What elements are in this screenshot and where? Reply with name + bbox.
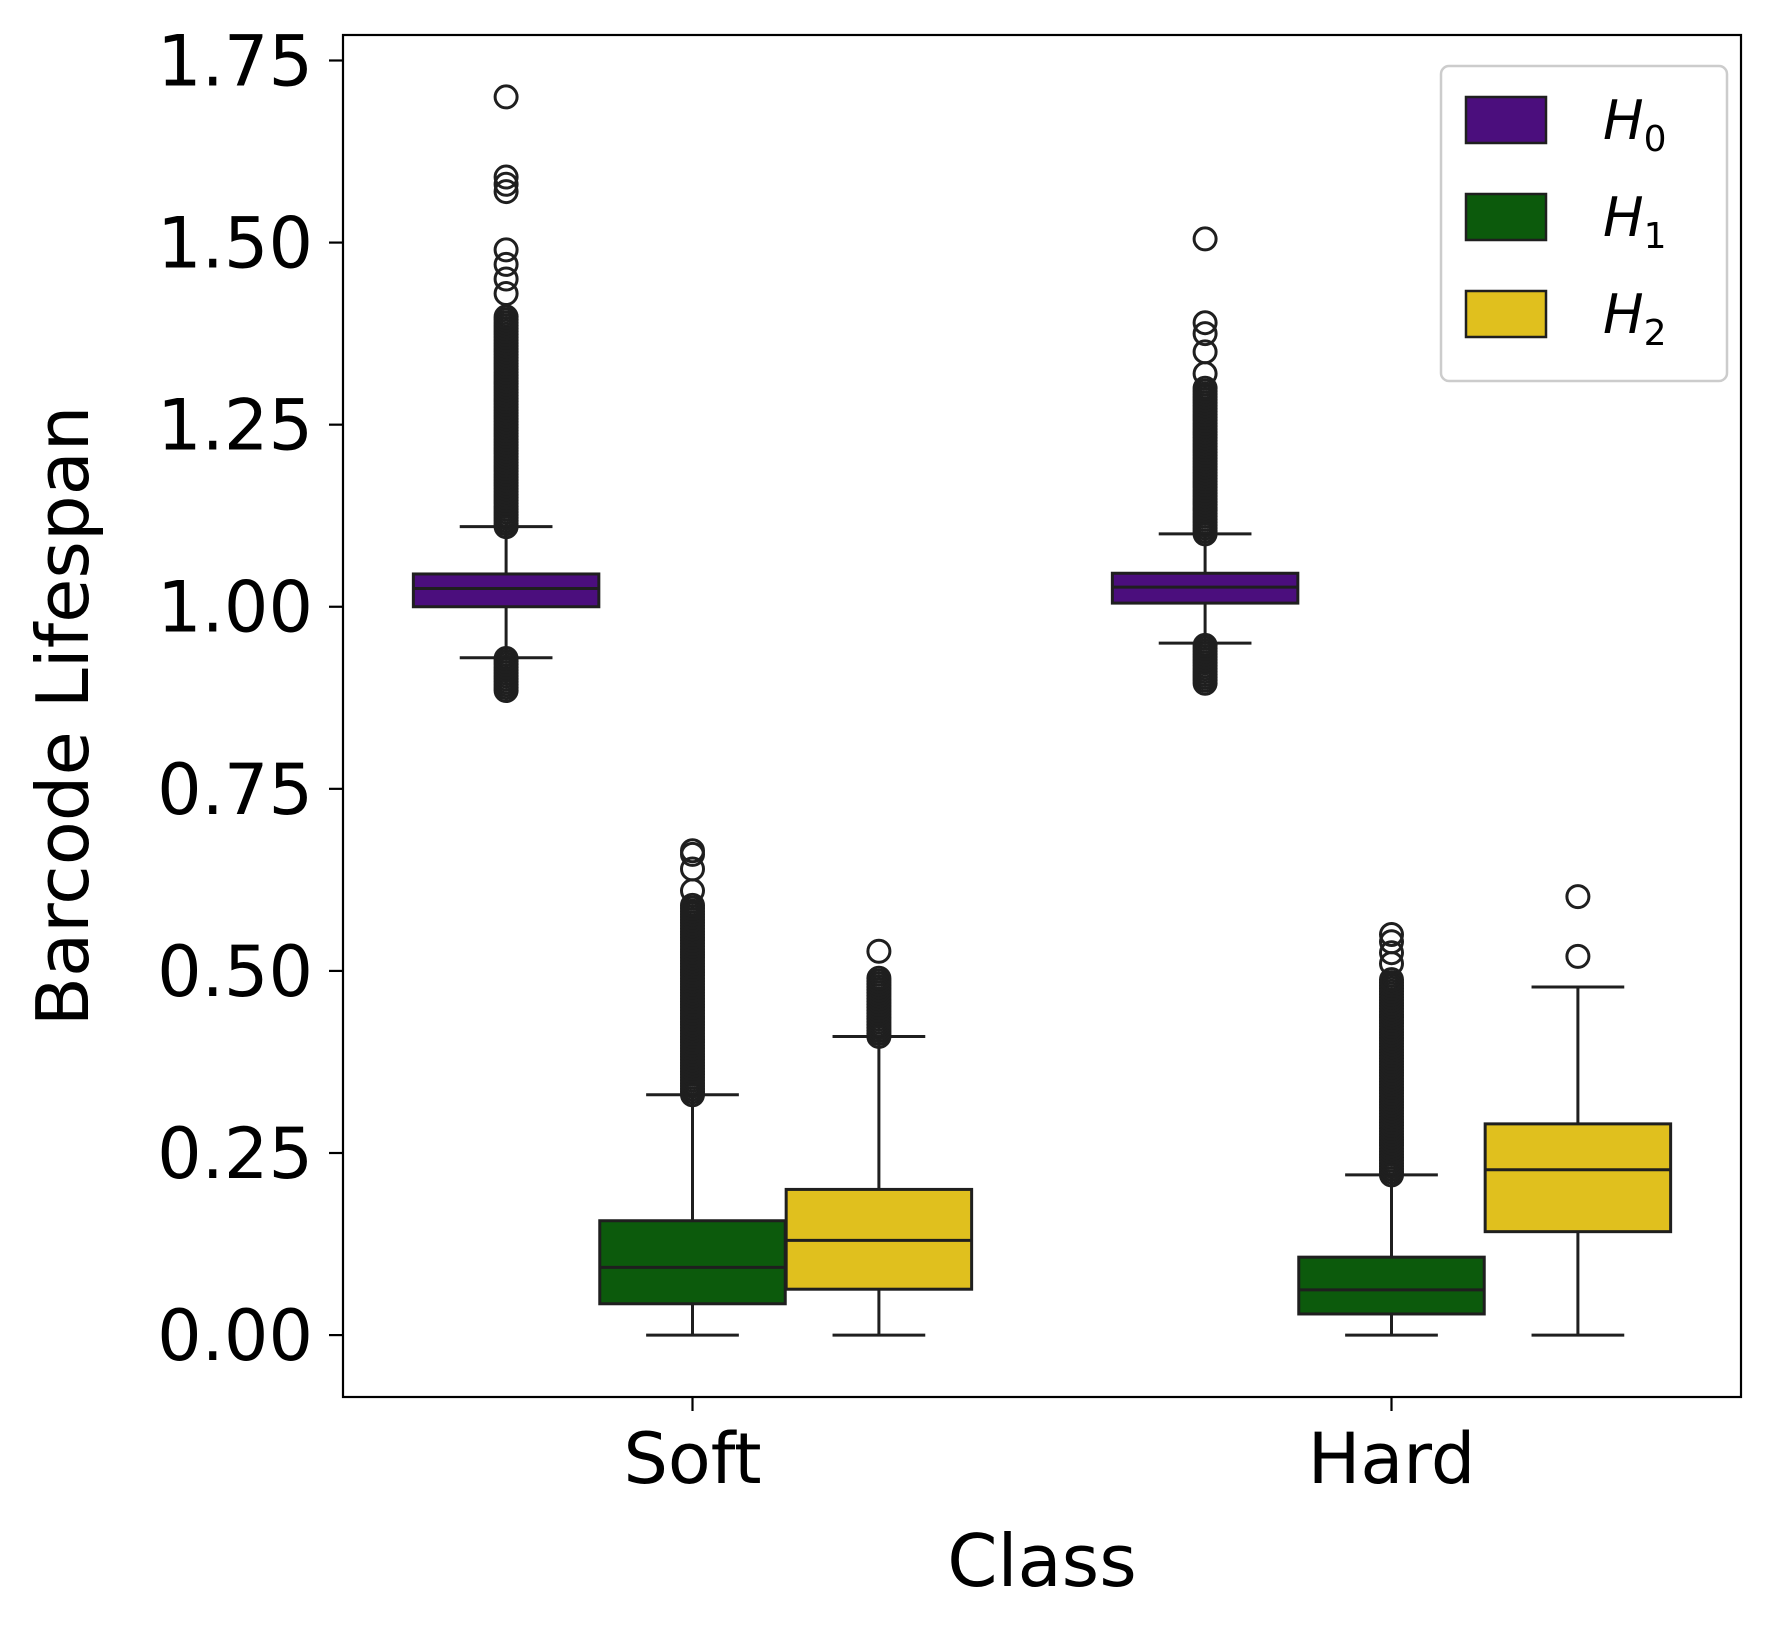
outlier-point xyxy=(493,84,519,110)
y-tick-label: 0.50 xyxy=(157,931,313,1013)
y-tick-label: 1.75 xyxy=(157,20,313,102)
x-axis-title: Class xyxy=(947,1519,1136,1603)
outlier-point xyxy=(1565,884,1591,910)
box-h0-soft xyxy=(411,84,601,704)
box-h1-hard xyxy=(1297,922,1486,1337)
y-tick-label: 0.75 xyxy=(157,749,313,831)
outlier-point xyxy=(1565,943,1591,969)
boxes-layer xyxy=(411,84,1673,1337)
x-tick-label: Soft xyxy=(623,1418,761,1500)
y-tick-label: 1.25 xyxy=(157,385,313,467)
outlier-point xyxy=(1379,929,1404,955)
box-iqr xyxy=(1483,1122,1673,1234)
outlier-point xyxy=(1192,321,1218,347)
legend-subscript: 0 xyxy=(1644,119,1667,160)
legend-swatch-h1 xyxy=(1464,192,1548,242)
outlier-point xyxy=(493,237,519,263)
outlier-point xyxy=(1192,339,1218,365)
box-iqr xyxy=(598,1219,787,1306)
legend-label-h1: H1 xyxy=(1603,186,1667,257)
box-iqr xyxy=(1297,1255,1486,1316)
box-h1-soft xyxy=(598,838,787,1337)
box-h0-hard xyxy=(1110,226,1300,696)
outlier-point xyxy=(1192,632,1218,658)
outlier-point xyxy=(493,179,519,205)
outlier-point xyxy=(1192,310,1218,336)
y-tick-label: 1.00 xyxy=(157,567,313,649)
legend-label-h2: H2 xyxy=(1603,283,1667,354)
x-tick-label: Hard xyxy=(1308,1418,1476,1500)
legend-swatch-h0 xyxy=(1464,95,1548,145)
outlier-point xyxy=(493,645,519,671)
y-tick-label: 0.00 xyxy=(157,1295,313,1377)
box-h2-soft xyxy=(784,938,974,1337)
outlier-point xyxy=(680,892,705,918)
plot-area-frame xyxy=(341,33,1743,1399)
outlier-point xyxy=(493,164,519,190)
outlier-point xyxy=(866,938,892,964)
y-tick-label: 1.50 xyxy=(157,203,313,285)
box-h2-hard xyxy=(1483,884,1673,1337)
y-axis: 0.00 0.25 0.50 0.75 1.00 1.25 1.50 1.75 xyxy=(157,20,343,1377)
outlier-point xyxy=(1192,375,1218,401)
y-axis-title: Barcode Lifespan xyxy=(21,406,105,1027)
outlier-point xyxy=(1379,922,1404,948)
outlier-point xyxy=(680,856,705,882)
outlier-point xyxy=(493,281,519,307)
legend-subscript: 1 xyxy=(1644,216,1667,257)
outlier-point xyxy=(1379,940,1404,966)
outlier-point xyxy=(680,838,705,864)
box-iqr xyxy=(411,572,601,609)
outlier-point xyxy=(493,266,519,292)
outlier-point xyxy=(493,171,519,197)
y-tick-label: 0.25 xyxy=(157,1113,313,1195)
outlier-point xyxy=(493,251,519,277)
outlier-point xyxy=(1192,226,1218,252)
outlier-point xyxy=(866,965,892,991)
x-axis: Soft Hard xyxy=(623,1397,1475,1500)
legend-swatch-h2 xyxy=(1464,289,1548,339)
legend-subscript: 2 xyxy=(1644,313,1667,354)
outlier-point xyxy=(1379,967,1404,993)
